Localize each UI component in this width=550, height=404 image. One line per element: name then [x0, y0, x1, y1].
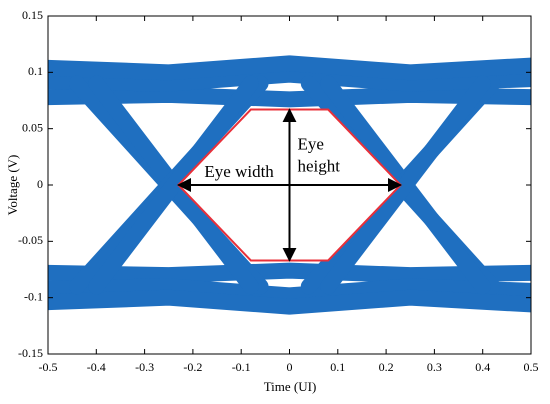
eye-trace [48, 289, 531, 315]
x-tick-label: 0.5 [524, 360, 539, 374]
x-tick-label: -0.1 [232, 360, 251, 374]
y-axis-label: Voltage (V) [5, 155, 20, 216]
eye-width-label: Eye width [204, 162, 274, 181]
eye-trace [320, 75, 491, 295]
eye-height-label: Eye [298, 134, 324, 153]
y-tick-label: -0.05 [18, 233, 43, 247]
y-tick-label: 0 [37, 177, 43, 191]
y-tick-label: 0.05 [22, 120, 43, 134]
eye-trace [48, 262, 531, 284]
y-tick-label: -0.15 [18, 346, 43, 360]
eye-trace [48, 86, 531, 108]
x-tick-label: -0.5 [39, 360, 58, 374]
eye-trace [48, 55, 531, 81]
x-tick-label: 0.4 [475, 360, 490, 374]
eye-trace [48, 278, 531, 304]
x-tick-label: -0.2 [183, 360, 202, 374]
x-axis-label: Time (UI) [264, 379, 317, 394]
y-tick-label: 0.15 [22, 8, 43, 22]
eye-height-label: height [298, 156, 341, 175]
y-tick-label: -0.1 [24, 289, 43, 303]
eye-trace [48, 66, 531, 92]
x-tick-label: 0.1 [330, 360, 345, 374]
y-tick-label: 0.1 [28, 64, 43, 78]
x-tick-label: 0.2 [379, 360, 394, 374]
x-tick-label: 0.3 [427, 360, 442, 374]
x-tick-label: -0.4 [87, 360, 106, 374]
eye-trace [88, 75, 259, 295]
x-tick-label: 0 [287, 360, 293, 374]
x-tick-label: -0.3 [135, 360, 154, 374]
